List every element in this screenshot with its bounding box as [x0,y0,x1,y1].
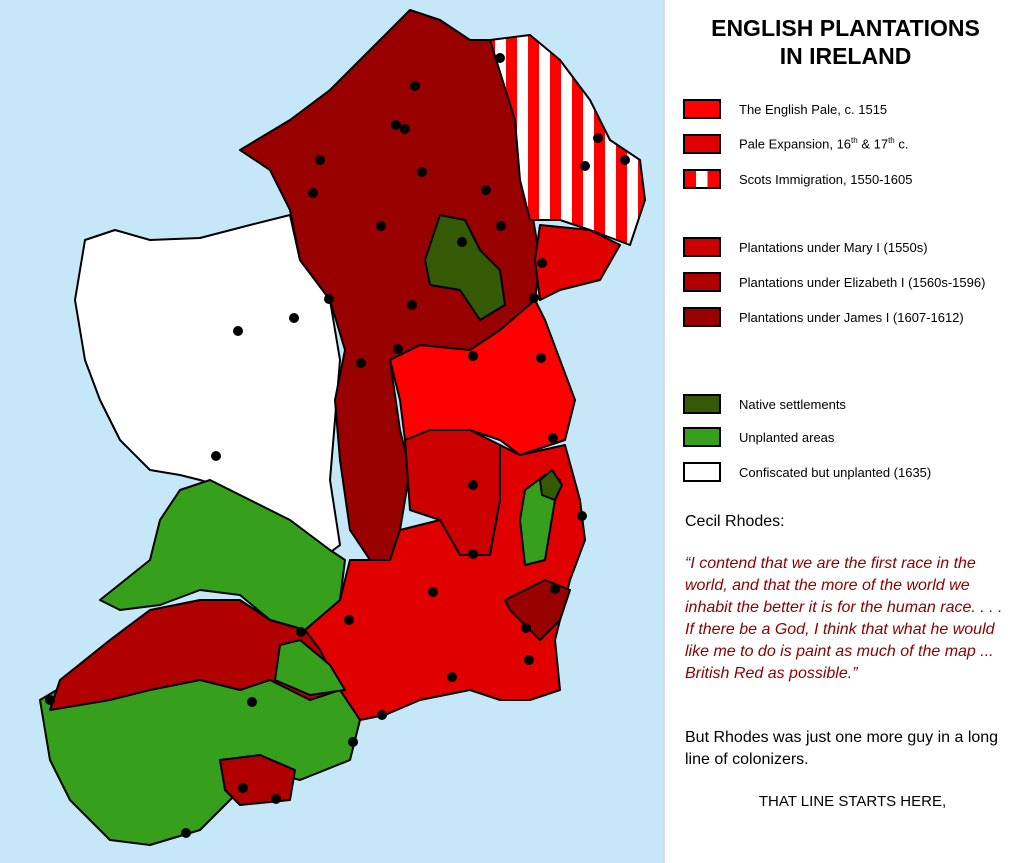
settlement-dot [238,783,248,793]
settlement-dot [296,627,306,637]
legend-item-scots-immigration: Scots Immigration, 1550-1605 [683,169,912,189]
settlement-dot [315,155,325,165]
quote-part-1: “I contend that we are the first race in… [685,555,1003,616]
title-line-1: ENGLISH PLANTATIONS [711,15,980,41]
ireland-map [0,0,663,863]
legend-swatch [683,134,721,154]
legend-item-native-settlements: Native settlements [683,394,846,414]
legend-swatch [683,272,721,292]
legend-swatch [683,394,721,414]
quote-text: “I contend that we are the first race in… [685,553,1020,685]
region-scots-immigration [489,34,646,246]
settlement-dot [211,451,221,461]
settlement-dot [308,188,318,198]
legend-label: Unplanted areas [739,429,835,445]
comment-text: But Rhodes was just one more guy in a lo… [685,729,999,768]
legend-swatch [683,462,721,482]
settlement-dot [495,53,505,63]
settlement-dot [344,615,354,625]
closing-text: THAT LINE STARTS HERE, [758,793,947,810]
settlement-dot [289,313,299,323]
settlement-dot [271,794,281,804]
settlement-dot [428,587,438,597]
region-elizabeth-east [504,579,571,641]
legend-label: Native settlements [739,396,846,412]
title-line-2: IN IRELAND [779,43,912,69]
settlement-dot [536,353,546,363]
settlement-dot [377,710,387,720]
quote-author: Cecil Rhodes: [685,513,785,530]
legend-swatch [683,237,721,257]
legend-label: Plantations under Mary I (1550s) [739,239,928,255]
settlement-dot [580,161,590,171]
region-native-settlement-east [539,469,563,501]
legend-label: Confiscated but unplanted (1635) [739,464,932,480]
settlement-dot [524,655,534,665]
legend-item-pale-expansion: Pale Expansion, 16th & 17th c. [683,134,908,154]
legend-item-confiscated: Confiscated but unplanted (1635) [683,462,931,482]
legend-swatch [683,169,721,189]
region-unplanted-west [99,479,346,631]
settlement-dot [410,81,420,91]
settlement-dot [324,294,334,304]
settlement-dot [548,433,558,443]
region-unplanted-inland [274,639,346,696]
legend-swatch [683,427,721,447]
settlement-dot [356,358,366,368]
legend-swatch [683,307,721,327]
legend-item-elizabeth-i: Plantations under Elizabeth I (1560s-159… [683,272,985,292]
settlement-dot [577,511,587,521]
legend-panel: ENGLISH PLANTATIONS IN IRELAND The Engli… [663,0,1024,863]
legend-label: Scots Immigration, 1550-1605 [739,171,913,187]
legend-item-unplanted: Unplanted areas [683,427,834,447]
settlement-dot [593,133,603,143]
settlement-dot [468,549,478,559]
settlement-dot [550,584,560,594]
legend-label: The English Pale, c. 1515 [739,101,888,117]
legend-item-james-i: Plantations under James I (1607-1612) [683,307,964,327]
settlement-dot [393,344,403,354]
settlement-dot [391,120,401,130]
settlement-dot [468,480,478,490]
region-native-settlement [424,214,506,321]
region-elizabeth-i-south [219,754,296,806]
settlement-dot [400,124,410,134]
settlement-dot [376,221,386,231]
settlement-dot [468,351,478,361]
settlement-dot [348,737,358,747]
map-title: ENGLISH PLANTATIONS IN IRELAND [665,14,1024,70]
settlement-dot [457,237,467,247]
settlement-dot [407,300,417,310]
settlement-dot [481,185,491,195]
settlement-dot [233,326,243,336]
settlement-dots [45,53,630,838]
settlement-dot [447,672,457,682]
settlement-dot [521,623,531,633]
legend-label: Plantations under James I (1607-1612) [739,309,964,325]
settlement-dot [247,697,257,707]
settlement-dot [45,695,55,705]
settlement-dot [537,258,547,268]
region-pale-expansion-north [534,224,621,301]
quote-part-2: If there be a God, I think that what he … [685,621,995,682]
settlement-dot [496,221,506,231]
legend-label: Plantations under Elizabeth I (1560s-159… [739,274,986,290]
legend-item-mary-i: Plantations under Mary I (1550s) [683,237,928,257]
settlement-dot [529,293,539,303]
region-elizabeth-i [49,599,341,711]
settlement-dot [181,828,191,838]
legend-item-english-pale: The English Pale, c. 1515 [683,99,887,119]
settlement-dot [620,155,630,165]
settlement-dot [417,167,427,177]
legend-label: Pale Expansion, 16th & 17th c. [739,136,909,152]
legend-swatch [683,99,721,119]
